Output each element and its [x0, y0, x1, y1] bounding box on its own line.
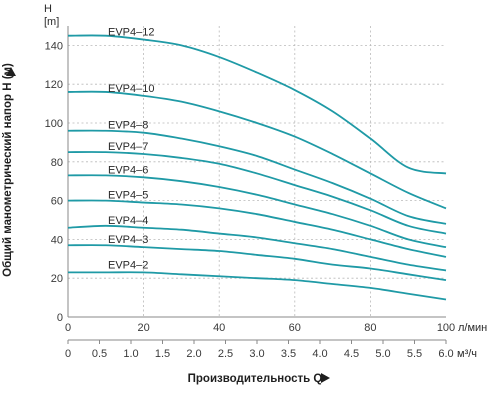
x2-tick-label: 3.0: [249, 348, 264, 360]
series-label: EVP4–8: [108, 120, 148, 132]
x2-tick-label: 0.5: [92, 348, 107, 360]
y-tick-label: 80: [51, 157, 63, 169]
x2-tick-label: 4.0: [312, 348, 327, 360]
x-tick-label: 100: [437, 322, 455, 334]
curves: [67, 34, 447, 301]
series-line: [68, 271, 447, 301]
series-line: [67, 90, 447, 210]
series-label: EVP4–10: [108, 83, 154, 95]
y-unit-label: H: [44, 3, 52, 15]
grid: [68, 26, 446, 317]
x2-tick-label: 2.5: [218, 348, 233, 360]
y-tick-label: 60: [51, 196, 63, 208]
x2-tick-label: 4.5: [344, 348, 359, 360]
series-line: [67, 34, 447, 175]
x2-tick-label: 5.5: [407, 348, 422, 360]
series-line: [67, 199, 447, 258]
series-label: EVP4–2: [108, 259, 148, 271]
series-line: [67, 174, 447, 249]
y-tick-label: 0: [57, 312, 63, 324]
ticks: 0 20 40 60 80 100 120 140 0 20 40 60 80 100 0 0.5 1.0 1.5…: [45, 40, 456, 360]
series-line: [67, 224, 447, 272]
x-tick-label: 0: [65, 322, 71, 334]
x2-tick-label: 1.0: [123, 348, 138, 360]
y-tick-label: 140: [45, 40, 63, 52]
y-tick-label: 100: [45, 118, 63, 130]
y-axis-title: Общий манометрический напор H (м): [2, 63, 14, 277]
x-axis-title: Производительность Q: [188, 373, 323, 385]
y-tick-label: 120: [45, 79, 63, 91]
series-line: [67, 244, 447, 282]
x-tick-label: 20: [137, 322, 149, 334]
y-axis-arrow-icon: [6, 67, 16, 76]
x2-tick-label: 2.0: [186, 348, 201, 360]
series-line: [67, 129, 447, 225]
y-axis-title-group: Общий манометрический напор H (м): [2, 63, 14, 277]
series-label: EVP4–6: [108, 164, 148, 176]
series-labels: EVP4–12 EVP4–10 EVP4–8 EVP4–7 EVP4–6 EVP4–5 EV…: [108, 27, 154, 272]
x-tick-label: 60: [289, 322, 301, 334]
series-label: EVP4–4: [108, 215, 148, 227]
series-label: EVP4–3: [108, 234, 148, 246]
series-line: [67, 151, 447, 235]
y-tick-label: 40: [51, 234, 63, 246]
x2-tick-label: 0: [65, 348, 71, 360]
x-tick-label: 80: [364, 322, 376, 334]
x2-tick-label: 5.0: [375, 348, 390, 360]
series-label: EVP4–7: [108, 141, 148, 153]
x-axis-arrow-icon: [321, 373, 330, 383]
x2-unit-label: м³/ч: [457, 348, 477, 360]
y-tick-label: 20: [51, 273, 63, 285]
x2-tick-label: 3.5: [281, 348, 296, 360]
series-label: EVP4–12: [108, 27, 154, 39]
x2-tick-label: 6.0: [438, 348, 453, 360]
x-tick-label: 40: [213, 322, 225, 334]
x-unit-label: л/мин: [458, 322, 487, 334]
y-unit-bracket-label: [m]: [44, 16, 59, 28]
series-label: EVP4–5: [108, 190, 148, 202]
x2-tick-label: 1.5: [155, 348, 170, 360]
